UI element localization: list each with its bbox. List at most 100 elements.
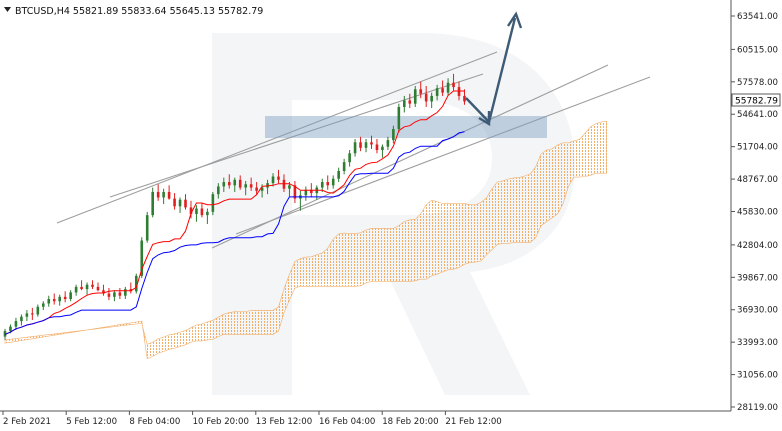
candle [96,282,100,292]
price-tick-label: 60515.00 [737,45,778,55]
price-axis[interactable]: 63541.00 60515.00 57578.00 54641.00 51704.00… [731,12,778,413]
price-tick-label: 33993.00 [737,338,778,348]
ichimoku-lines [4,90,465,335]
candle [222,177,226,192]
candle [381,144,384,158]
candle [249,177,253,191]
candle [370,135,373,149]
candle [424,85,428,107]
candle [326,175,330,190]
price-tick-label: 51704.00 [737,143,778,153]
candle [134,273,138,294]
candle [348,150,351,167]
time-tick-label: 18 Feb 20:00 [382,417,438,427]
time-tick-label: 21 Feb 12:00 [445,417,501,427]
candle [173,193,176,210]
kijun-line [4,131,465,335]
candle [25,310,29,322]
candle [129,282,133,294]
time-tick-label: 2 Feb 2021 [3,417,51,427]
price-tick-label: 48767.00 [737,175,778,185]
candle [102,284,105,296]
ichimoku-cloud [4,120,608,360]
candle [14,317,18,330]
channel-line [235,76,651,235]
candle [255,182,258,196]
candle [244,180,247,196]
candle [80,280,83,291]
candle [47,295,51,307]
current-price-marker: 55782.79 [731,93,781,107]
candle [52,293,56,305]
candle [31,307,34,321]
candle [167,185,171,200]
candle [430,92,433,109]
candle [118,287,122,300]
price-tick-label: 36930.00 [737,306,778,316]
plot-area [0,0,731,411]
price-tick-label: 39867.00 [737,273,778,283]
candle [304,186,308,201]
candle [145,211,149,243]
forecast-arrow-icon [465,11,523,127]
candle [359,136,362,152]
candle [58,294,61,306]
candle [195,205,198,222]
candle [441,80,444,96]
time-tick-label: 5 Feb 12:00 [66,417,117,427]
candle [41,301,45,311]
candle [266,179,269,195]
candle [397,103,401,133]
candlesticks [3,73,466,340]
price-tick-label: 31056.00 [737,371,778,381]
price-tick-label: 57578.00 [737,78,778,88]
candle [36,304,40,317]
candle [337,167,340,183]
candle [140,237,144,279]
candle [463,89,466,105]
candle [386,136,390,151]
cloud-band [4,120,608,360]
candle [113,290,116,302]
candle [217,183,220,199]
candle [353,138,357,157]
candle [178,197,182,213]
candle [364,138,368,153]
triangle-down-icon [4,7,11,12]
candle [200,203,204,218]
candle [293,180,297,204]
channel-line [56,51,498,224]
candle [392,125,395,144]
candle [413,85,417,107]
time-tick-label: 10 Feb 20:00 [193,417,249,427]
candle [227,174,231,189]
svg-text:55782.79: 55782.79 [735,97,778,107]
watermark-logo-icon [212,33,575,395]
candle [452,73,455,91]
candle [156,184,160,201]
candle [74,284,78,296]
price-tick-label: 63541.00 [737,12,778,22]
candle [85,282,89,295]
price-tick-label: 54641.00 [737,110,778,120]
candle [419,81,423,99]
candle [435,84,439,101]
candle [282,174,286,192]
tenkan-line [4,90,465,335]
candle [446,78,450,96]
candle [124,286,127,300]
candle [184,194,187,210]
time-axis[interactable]: 2 Feb 2021 5 Feb 12:00 8 Feb 04:00 10 Feb 2… [2,411,502,427]
ticker-label: BTCUSD,H4 55821.89 55833.64 55645.13 557… [15,6,263,17]
candle [403,95,406,113]
price-tick-label: 28119.00 [737,403,778,413]
support-zone [265,116,547,138]
candle [91,280,94,290]
candle [238,175,242,190]
candle [69,290,72,302]
candle [375,138,379,154]
candle [342,158,346,175]
candle [20,314,23,326]
price-tick-label: 42804.00 [737,241,778,251]
